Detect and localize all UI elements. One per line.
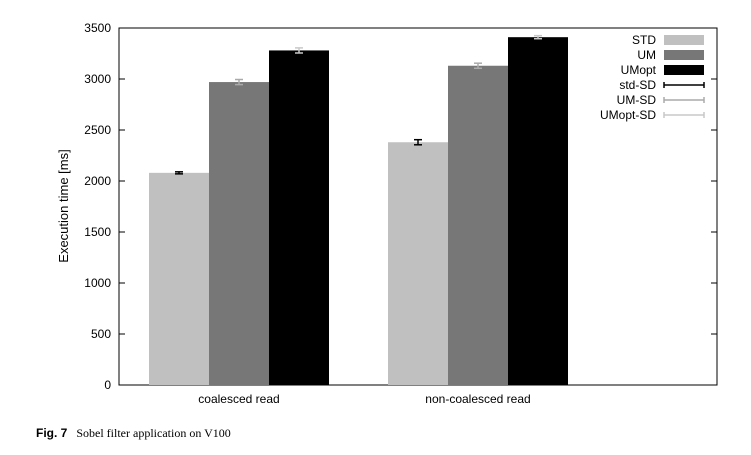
legend-label: UMopt <box>621 63 657 77</box>
bar-umopt-non-coalesced <box>508 37 568 386</box>
y-tick-label: 3500 <box>84 21 111 35</box>
y-tick-label: 3000 <box>84 72 111 86</box>
legend-label: UM <box>637 48 656 62</box>
y-axis: 0 500 1000 1500 2000 2500 3000 3500 <box>84 21 717 392</box>
bar-std-coalesced <box>149 172 209 385</box>
error-bars <box>175 34 542 175</box>
figure-caption: Fig. 7 Sobel filter application on V100 <box>36 426 231 441</box>
legend-label: UMopt-SD <box>600 108 656 122</box>
legend-swatch-umopt <box>664 65 704 75</box>
legend-swatch-um <box>664 50 704 60</box>
bars <box>149 37 568 386</box>
y-tick-label: 1500 <box>84 225 111 239</box>
y-tick-label: 2500 <box>84 123 111 137</box>
y-tick-label: 500 <box>91 327 111 341</box>
bar-std-non-coalesced <box>388 142 448 385</box>
y-tick-label: 0 <box>104 378 111 392</box>
y-tick-label: 1000 <box>84 276 111 290</box>
y-axis-title: Execution time [ms] <box>56 149 71 262</box>
chart: 0 500 1000 1500 2000 2500 3000 3500 coalesced r… <box>56 21 718 406</box>
x-category-label: coalesced read <box>198 392 279 406</box>
legend-label: std-SD <box>619 78 656 92</box>
x-category-label: non-coalesced read <box>425 392 530 406</box>
bar-umopt-coalesced <box>269 50 329 385</box>
bar-um-coalesced <box>209 82 269 385</box>
caption-text: Sobel filter application on V100 <box>76 426 231 440</box>
legend-label: UM-SD <box>617 93 657 107</box>
legend-label: STD <box>632 33 656 47</box>
x-axis: coalesced read non-coalesced read <box>198 392 530 406</box>
legend-swatch-std <box>664 35 704 45</box>
y-tick-label: 2000 <box>84 174 111 188</box>
bar-um-non-coalesced <box>448 65 508 386</box>
figure-number: Fig. 7 <box>36 426 68 440</box>
